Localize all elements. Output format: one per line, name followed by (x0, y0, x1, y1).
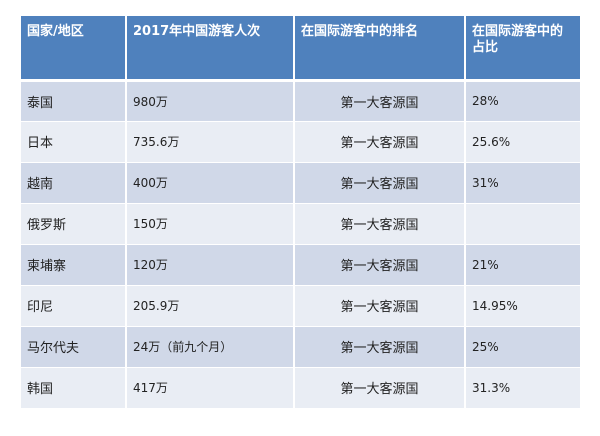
cell-rank: 第一大客源国 (294, 367, 466, 409)
table-row: 柬埔寨 120万 第一大客源国 21% (21, 244, 580, 286)
cell-visitors: 735.6万 (126, 121, 295, 163)
header-visitors: 2017年中国游客人次 (126, 16, 295, 80)
table-row: 日本 735.6万 第一大客源国 25.6% (21, 121, 580, 163)
tourism-table-container: 国家/地区 2017年中国游客人次 在国际游客中的排名 在国际游客中的占比 泰国… (21, 16, 581, 409)
cell-share: 28% (465, 80, 580, 122)
header-row: 国家/地区 2017年中国游客人次 在国际游客中的排名 在国际游客中的占比 (21, 16, 580, 80)
cell-share: 14.95% (465, 285, 580, 327)
table-row: 印尼 205.9万 第一大客源国 14.95% (21, 285, 580, 327)
table-body: 泰国 980万 第一大客源国 28% 日本 735.6万 第一大客源国 25.6… (21, 80, 580, 409)
cell-country: 泰国 (21, 80, 127, 122)
cell-country: 马尔代夫 (21, 326, 127, 368)
cell-share: 25.6% (465, 121, 580, 163)
cell-visitors: 24万（前九个月） (126, 326, 295, 368)
cell-rank: 第一大客源国 (294, 121, 466, 163)
cell-share (465, 203, 580, 245)
table-row: 泰国 980万 第一大客源国 28% (21, 80, 580, 122)
cell-country: 印尼 (21, 285, 127, 327)
cell-share: 31% (465, 162, 580, 204)
cell-rank: 第一大客源国 (294, 285, 466, 327)
cell-rank: 第一大客源国 (294, 162, 466, 204)
cell-visitors: 400万 (126, 162, 295, 204)
chinese-tourists-table: 国家/地区 2017年中国游客人次 在国际游客中的排名 在国际游客中的占比 泰国… (21, 16, 580, 409)
cell-country: 韩国 (21, 367, 127, 409)
cell-share: 31.3% (465, 367, 580, 409)
table-header: 国家/地区 2017年中国游客人次 在国际游客中的排名 在国际游客中的占比 (21, 16, 580, 80)
cell-visitors: 980万 (126, 80, 295, 122)
cell-rank: 第一大客源国 (294, 244, 466, 286)
cell-share: 21% (465, 244, 580, 286)
cell-visitors: 150万 (126, 203, 295, 245)
cell-rank: 第一大客源国 (294, 80, 466, 122)
table-row: 马尔代夫 24万（前九个月） 第一大客源国 25% (21, 326, 580, 368)
cell-rank: 第一大客源国 (294, 326, 466, 368)
cell-visitors: 120万 (126, 244, 295, 286)
cell-country: 俄罗斯 (21, 203, 127, 245)
cell-country: 日本 (21, 121, 127, 163)
header-country: 国家/地区 (21, 16, 127, 80)
cell-rank: 第一大客源国 (294, 203, 466, 245)
header-rank: 在国际游客中的排名 (294, 16, 466, 80)
cell-visitors: 417万 (126, 367, 295, 409)
cell-visitors: 205.9万 (126, 285, 295, 327)
table-row: 越南 400万 第一大客源国 31% (21, 162, 580, 204)
table-row: 韩国 417万 第一大客源国 31.3% (21, 367, 580, 409)
table-row: 俄罗斯 150万 第一大客源国 (21, 203, 580, 245)
cell-country: 越南 (21, 162, 127, 204)
header-share: 在国际游客中的占比 (465, 16, 580, 80)
cell-country: 柬埔寨 (21, 244, 127, 286)
cell-share: 25% (465, 326, 580, 368)
